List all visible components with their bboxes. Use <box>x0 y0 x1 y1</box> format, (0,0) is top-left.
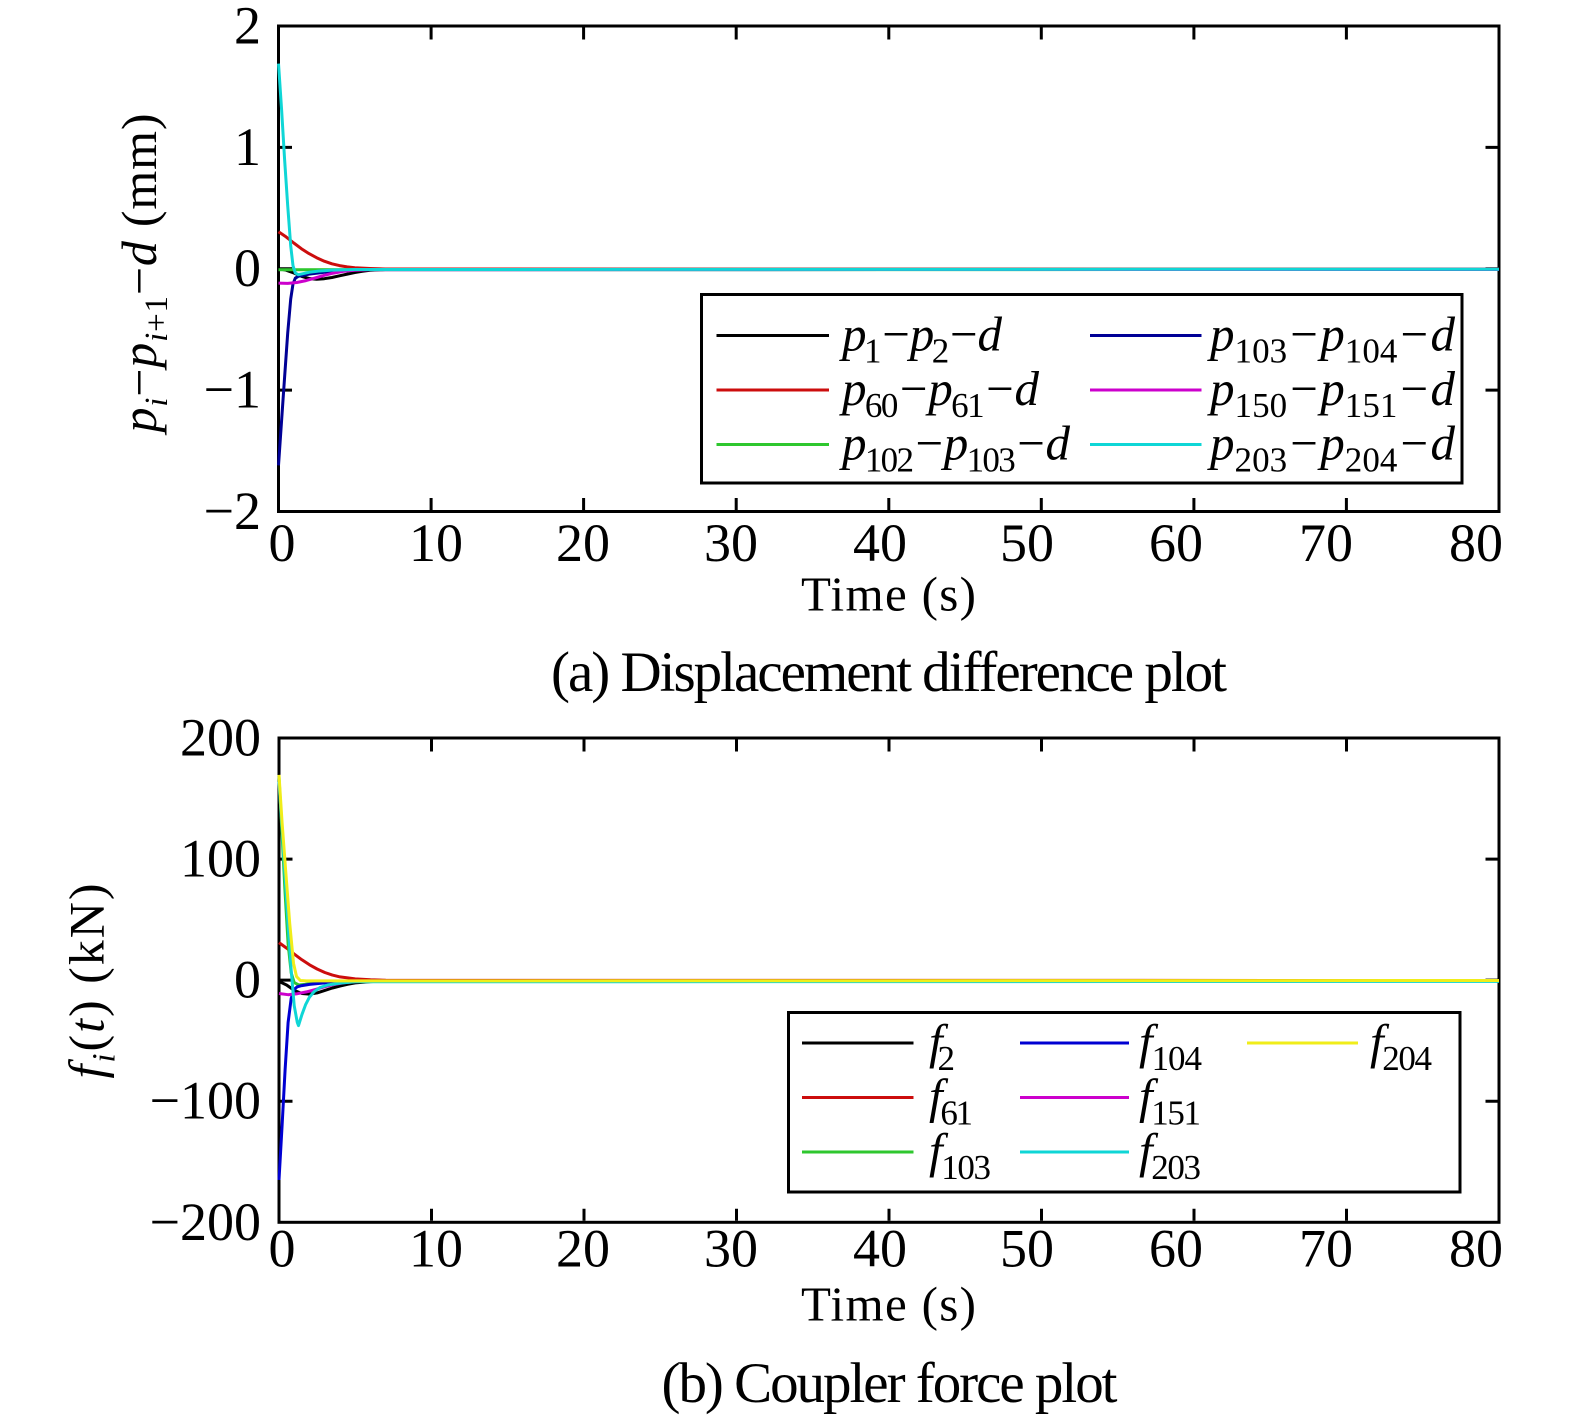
svg-text:40: 40 <box>853 1219 907 1279</box>
svg-text:2: 2 <box>234 0 261 56</box>
svg-text:0: 0 <box>234 238 261 298</box>
svg-text:−200: −200 <box>150 1192 261 1252</box>
svg-text:10: 10 <box>409 513 463 573</box>
svg-text:f104: f104 <box>1139 1014 1202 1078</box>
svg-text:0: 0 <box>269 1219 296 1279</box>
svg-text:fi(t) (kN): fi(t) (kN) <box>59 884 123 1079</box>
svg-text:80: 80 <box>1449 1219 1503 1279</box>
svg-text:pi−pi+1−d (mm): pi−pi+1−d (mm) <box>111 114 175 436</box>
svg-text:p203−p204−d: p203−p204−d <box>1207 416 1456 480</box>
svg-text:30: 30 <box>704 513 758 573</box>
svg-text:Time (s): Time (s) <box>801 1276 976 1331</box>
svg-text:20: 20 <box>556 1219 610 1279</box>
svg-text:(a) Displacement difference pl: (a) Displacement difference plot <box>551 641 1227 704</box>
svg-text:40: 40 <box>853 513 907 573</box>
svg-text:70: 70 <box>1299 513 1353 573</box>
svg-text:70: 70 <box>1299 1219 1353 1279</box>
svg-text:−100: −100 <box>150 1071 261 1131</box>
svg-text:0: 0 <box>234 950 261 1010</box>
svg-text:50: 50 <box>1000 513 1054 573</box>
svg-text:−2: −2 <box>204 481 261 541</box>
svg-text:80: 80 <box>1449 513 1503 573</box>
svg-text:Time (s): Time (s) <box>801 567 976 622</box>
svg-text:50: 50 <box>1000 1219 1054 1279</box>
svg-text:p1−p2−d: p1−p2−d <box>839 307 1003 371</box>
svg-text:1: 1 <box>234 117 261 177</box>
svg-text:0: 0 <box>269 513 296 573</box>
svg-text:60: 60 <box>1149 1219 1203 1279</box>
svg-text:20: 20 <box>556 513 610 573</box>
svg-text:−1: −1 <box>204 360 261 420</box>
svg-text:(b) Coupler force plot: (b) Coupler force plot <box>662 1352 1118 1415</box>
svg-text:60: 60 <box>1149 513 1203 573</box>
svg-text:p102−p103−d: p102−p103−d <box>839 416 1071 480</box>
svg-text:10: 10 <box>409 1219 463 1279</box>
svg-text:100: 100 <box>180 829 261 889</box>
svg-text:200: 200 <box>180 708 261 768</box>
svg-text:30: 30 <box>704 1219 758 1279</box>
